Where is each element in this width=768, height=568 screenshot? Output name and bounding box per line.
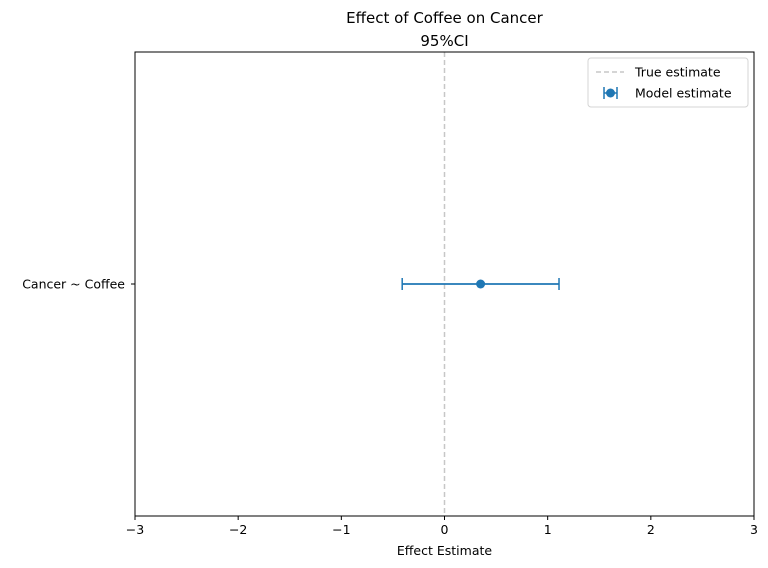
plot-area-frame: [134, 51, 755, 517]
chart-title: Effect of Coffee on Cancer: [346, 9, 543, 27]
estimate-point: [476, 279, 486, 289]
y-tick-label: Cancer ~ Coffee: [22, 277, 125, 292]
x-axis-label: Effect Estimate: [397, 543, 492, 558]
x-tick-label: 2: [647, 522, 655, 537]
x-tick-label: −1: [332, 522, 350, 537]
legend-model-estimate-swatch: [603, 87, 618, 99]
legend: True estimate Model estimate: [587, 57, 749, 108]
legend-model-estimate-label: Model estimate: [635, 86, 732, 101]
chart-subtitle: 95%CI: [420, 32, 468, 50]
x-tick-label: 3: [750, 522, 758, 537]
legend-true-estimate-label: True estimate: [634, 65, 721, 80]
x-tick-label: −3: [126, 522, 144, 537]
x-tick-label: −2: [229, 522, 247, 537]
x-tick-label: 1: [544, 522, 552, 537]
legend-frame: [587, 57, 749, 108]
x-tick-label: 0: [441, 522, 449, 537]
